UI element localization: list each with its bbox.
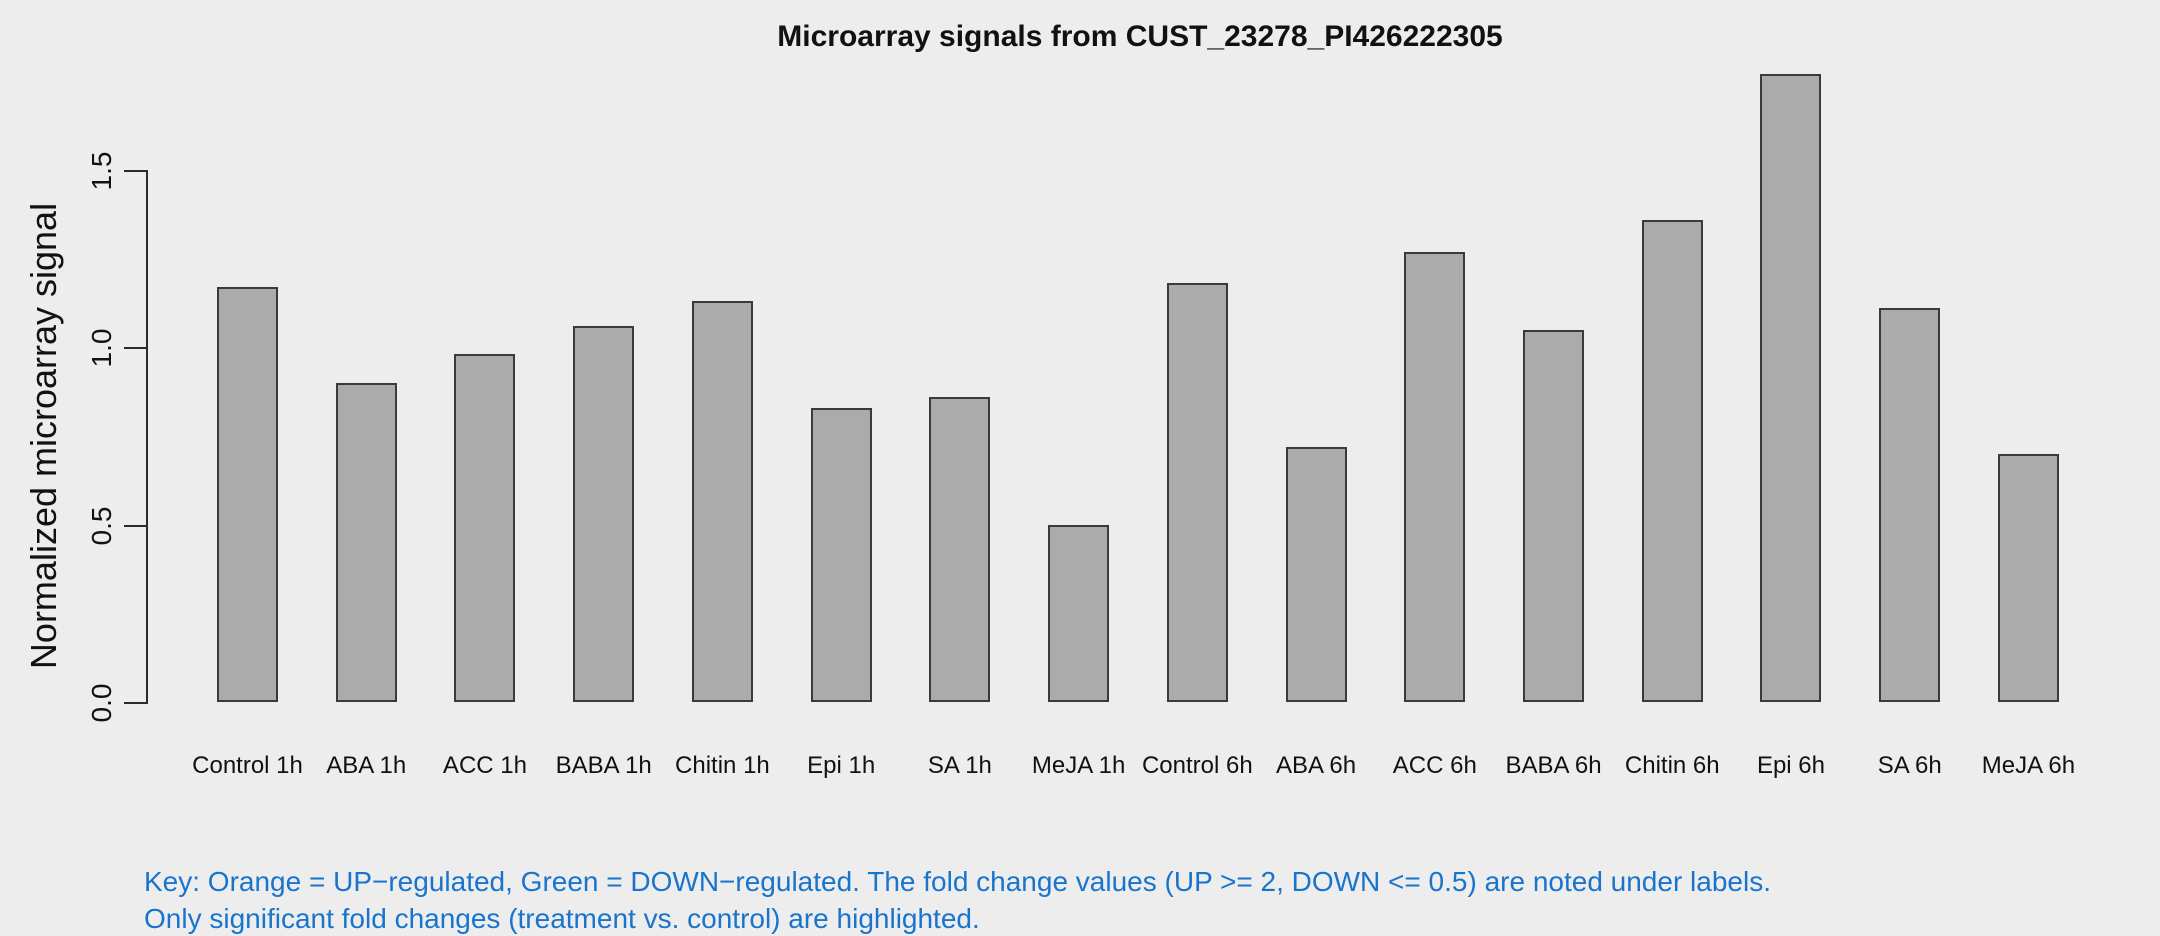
chart-title: Microarray signals from CUST_23278_PI426… bbox=[777, 20, 1503, 53]
bar bbox=[573, 326, 635, 702]
y-tick-label: 0.0 bbox=[86, 683, 117, 723]
x-tick-label: ACC 6h bbox=[1392, 752, 1477, 779]
bar bbox=[217, 287, 278, 702]
y-tick-label: 0.5 bbox=[86, 506, 117, 546]
key-text-line-2: Only significant fold changes (treatment… bbox=[144, 903, 980, 934]
x-tick-label: ABA 1h bbox=[326, 752, 407, 779]
x-tick-label: ACC 1h bbox=[442, 752, 527, 779]
y-axis-label: Normalized microarray signal bbox=[23, 202, 64, 670]
x-tick-label: Epi 6h bbox=[1756, 752, 1826, 779]
x-tick-label: BABA 6h bbox=[1505, 752, 1602, 779]
y-tick-label: 1.0 bbox=[86, 328, 117, 368]
x-tick-label: Control 1h bbox=[192, 752, 303, 779]
key-text-line-1: Key: Orange = UP−regulated, Green = DOWN… bbox=[144, 866, 1771, 897]
y-tick-label: 1.5 bbox=[86, 151, 117, 191]
y-tick bbox=[124, 347, 146, 350]
x-tick-label: ABA 6h bbox=[1276, 752, 1357, 779]
bar bbox=[1641, 219, 1703, 702]
bar bbox=[1523, 329, 1585, 702]
bar bbox=[1285, 446, 1347, 702]
bar bbox=[1048, 524, 1110, 702]
x-tick-label: Chitin 6h bbox=[1624, 752, 1720, 779]
y-axis-line bbox=[146, 169, 148, 704]
x-tick-label: MeJA 6h bbox=[1981, 752, 2076, 779]
x-tick-label: Control 6h bbox=[1141, 752, 1253, 779]
bar bbox=[335, 382, 397, 702]
x-tick-label: Chitin 1h bbox=[675, 752, 770, 779]
bar bbox=[1760, 74, 1822, 702]
bar bbox=[1997, 453, 2059, 702]
x-tick-label: SA 6h bbox=[1877, 752, 1942, 779]
bar bbox=[929, 396, 991, 702]
y-tick bbox=[124, 524, 146, 527]
y-tick bbox=[124, 702, 146, 704]
x-tick-label: SA 1h bbox=[927, 752, 992, 779]
x-tick-label: Epi 1h bbox=[807, 752, 876, 779]
bar bbox=[1879, 308, 1941, 702]
x-tick-label: BABA 1h bbox=[555, 752, 652, 779]
bar bbox=[454, 354, 516, 702]
bar bbox=[691, 301, 753, 702]
bar bbox=[1404, 251, 1466, 702]
bar bbox=[1166, 283, 1228, 702]
y-tick bbox=[124, 169, 146, 172]
bar bbox=[810, 407, 872, 702]
x-tick-label: MeJA 1h bbox=[1031, 752, 1126, 779]
